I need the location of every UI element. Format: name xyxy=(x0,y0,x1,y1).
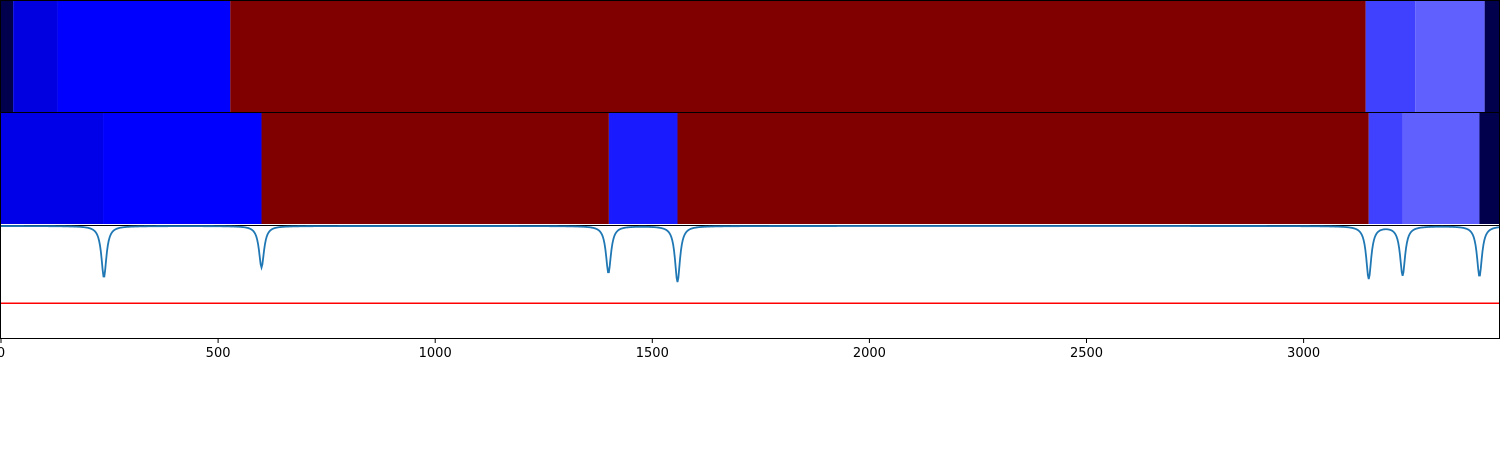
track-2-segment-2 xyxy=(103,113,262,224)
track-2-segment-8 xyxy=(1479,113,1499,224)
signal-line xyxy=(1,225,1500,283)
track-1-segment-4 xyxy=(230,1,1366,112)
track-1-segment-7 xyxy=(1484,1,1499,112)
track-1-segment-6 xyxy=(1415,1,1485,112)
track-2-segment-6 xyxy=(1368,113,1403,224)
x-tick-label-2000: 2000 xyxy=(853,346,886,361)
track-1-segment-1 xyxy=(1,1,14,112)
track-2-segment-4 xyxy=(608,113,678,224)
track-1-segment-3 xyxy=(57,1,231,112)
x-tick-label-1500: 1500 xyxy=(636,346,669,361)
track-1-segment-2 xyxy=(13,1,58,112)
track-1-segment-5 xyxy=(1365,1,1416,112)
track-2-segment-7 xyxy=(1402,113,1480,224)
track-2-segment-1 xyxy=(1,113,104,224)
track-2-segment-3 xyxy=(261,113,609,224)
signal-frame xyxy=(0,225,1500,339)
x-tick-label-1000: 1000 xyxy=(419,346,452,361)
track-2-segment-5 xyxy=(677,113,1369,224)
x-tick-label-3000: 3000 xyxy=(1287,346,1320,361)
x-tick-label-2500: 2500 xyxy=(1070,346,1103,361)
x-tick-label-0: 0 xyxy=(0,346,5,361)
x-tick-label-500: 500 xyxy=(206,346,231,361)
